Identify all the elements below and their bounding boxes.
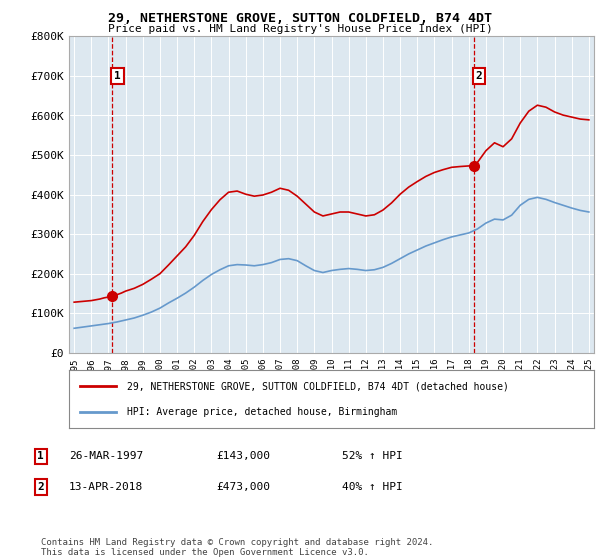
Text: 26-MAR-1997: 26-MAR-1997 bbox=[69, 451, 143, 461]
Text: 29, NETHERSTONE GROVE, SUTTON COLDFIELD, B74 4DT (detached house): 29, NETHERSTONE GROVE, SUTTON COLDFIELD,… bbox=[127, 381, 509, 391]
Text: 1: 1 bbox=[37, 451, 44, 461]
Text: 40% ↑ HPI: 40% ↑ HPI bbox=[342, 482, 403, 492]
Text: 1: 1 bbox=[114, 71, 121, 81]
Text: 13-APR-2018: 13-APR-2018 bbox=[69, 482, 143, 492]
Text: Contains HM Land Registry data © Crown copyright and database right 2024.
This d: Contains HM Land Registry data © Crown c… bbox=[41, 538, 433, 557]
Text: 2: 2 bbox=[475, 71, 482, 81]
Text: Price paid vs. HM Land Registry's House Price Index (HPI): Price paid vs. HM Land Registry's House … bbox=[107, 24, 493, 34]
Text: £473,000: £473,000 bbox=[216, 482, 270, 492]
Text: HPI: Average price, detached house, Birmingham: HPI: Average price, detached house, Birm… bbox=[127, 407, 397, 417]
Text: 29, NETHERSTONE GROVE, SUTTON COLDFIELD, B74 4DT: 29, NETHERSTONE GROVE, SUTTON COLDFIELD,… bbox=[108, 12, 492, 25]
Text: 2: 2 bbox=[37, 482, 44, 492]
Text: £143,000: £143,000 bbox=[216, 451, 270, 461]
Text: 52% ↑ HPI: 52% ↑ HPI bbox=[342, 451, 403, 461]
